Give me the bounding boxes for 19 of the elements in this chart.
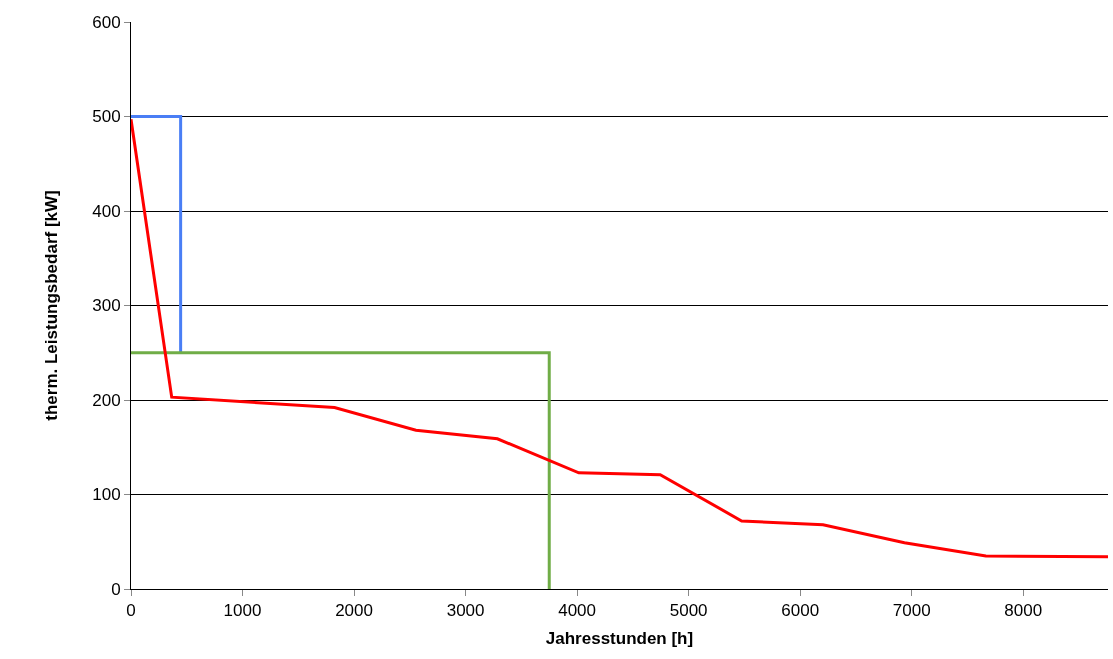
x-tick-label: 1000 <box>223 601 262 621</box>
y-tick-label: 500 <box>92 107 121 127</box>
y-tick-label: 100 <box>92 485 121 505</box>
x-tick-label: 4000 <box>558 601 597 621</box>
x-tick-label: 0 <box>126 601 136 621</box>
y-tick-label: 0 <box>111 579 121 599</box>
x-tick-label: 7000 <box>892 601 931 621</box>
x-tick-label: 6000 <box>781 601 820 621</box>
y-tick-label: 600 <box>92 12 121 32</box>
x-tick-label: 8000 <box>1004 601 1043 621</box>
y-axis-title: therm. Leistungsbedarf [kW] <box>41 190 61 421</box>
x-tick-label: 2000 <box>335 601 373 621</box>
y-tick-label: 300 <box>92 296 121 316</box>
x-tick-label: 5000 <box>669 601 708 621</box>
line-series <box>131 117 1108 559</box>
x-axis-title: Jahresstunden [h] <box>545 628 694 648</box>
y-tick-label: 400 <box>92 201 121 221</box>
y-tick-label: 200 <box>92 390 121 410</box>
x-tick-label: 3000 <box>446 601 485 621</box>
